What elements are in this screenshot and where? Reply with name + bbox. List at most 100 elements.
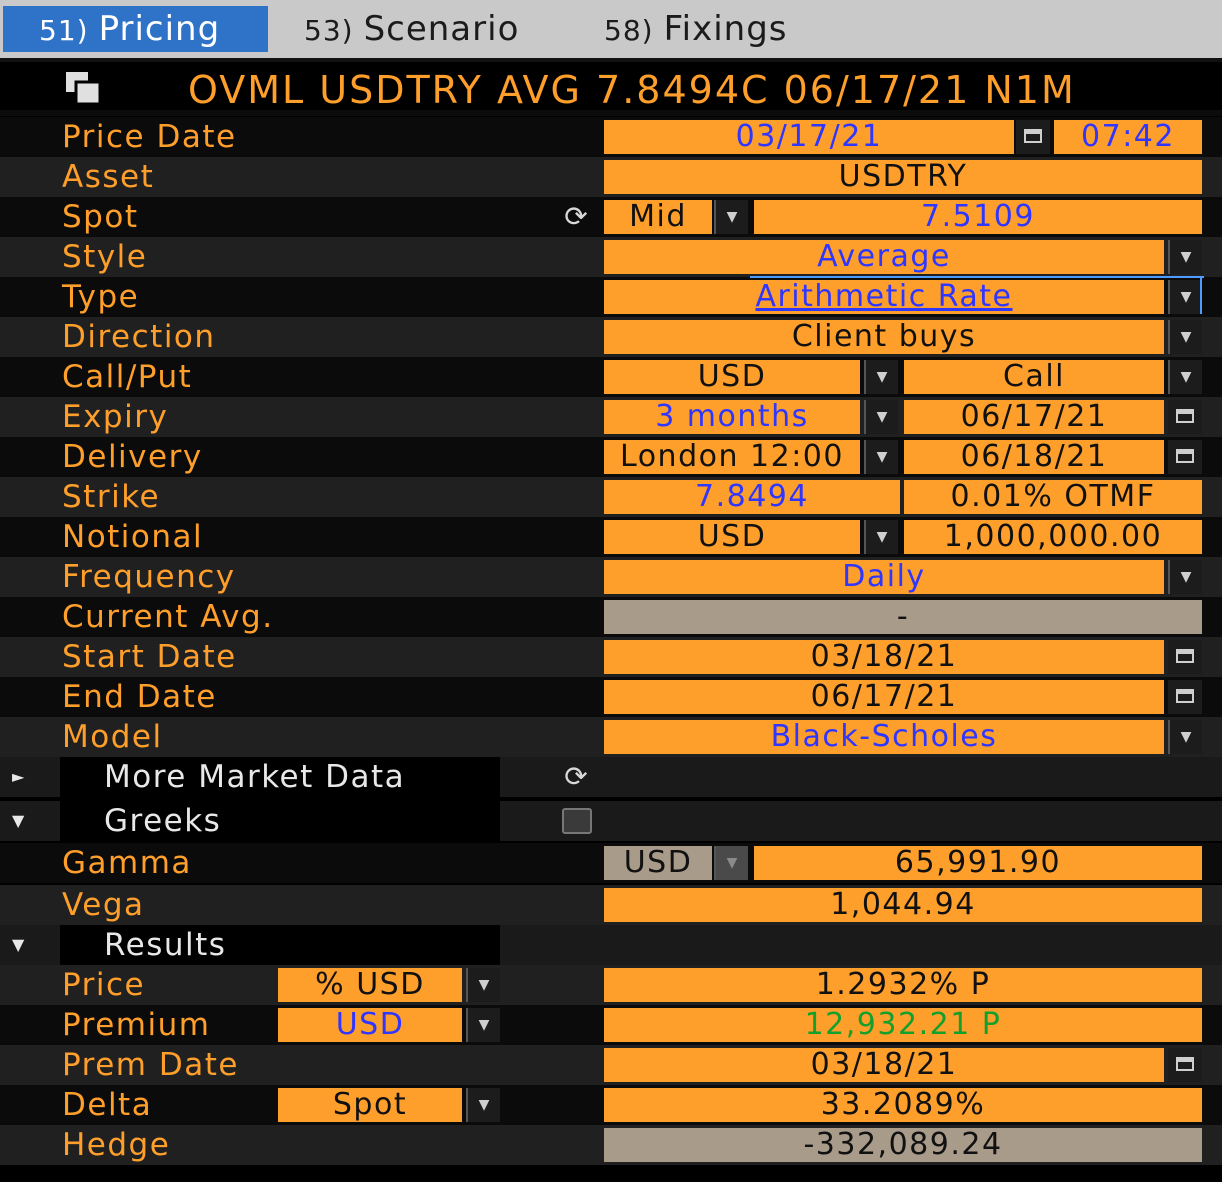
end-date-field[interactable]: 06/17/21 [604, 680, 1164, 714]
row-spot: Spot ⟳ Mid ▼ 7.5109 [0, 197, 1222, 237]
call-put-select[interactable]: Call [904, 360, 1164, 394]
start-date-label: Start Date [62, 639, 237, 675]
divider [0, 110, 1222, 116]
row-asset: Asset USDTRY [0, 157, 1222, 197]
refresh-icon[interactable]: ⟳ [564, 200, 588, 233]
chevron-down-icon[interactable]: ▼ [466, 1008, 500, 1042]
section-results[interactable]: ▼ Results [0, 925, 1222, 965]
section-more-market-data[interactable]: ► More Market Data ⟳ [0, 757, 1222, 797]
expiry-date-field[interactable]: 06/17/21 [904, 400, 1164, 434]
row-price-date: Price Date 03/17/21 07:42 [0, 117, 1222, 157]
chevron-down-icon[interactable]: ▼ [1168, 560, 1202, 594]
current-avg-field: - [604, 600, 1202, 634]
calendar-icon[interactable] [1168, 440, 1202, 474]
chevron-down-icon[interactable]: ▼ [864, 520, 898, 554]
style-label: Style [62, 239, 148, 275]
chevron-down-icon[interactable]: ▼ [1168, 720, 1202, 754]
greeks-toggle[interactable] [562, 808, 592, 834]
frequency-label: Frequency [62, 559, 236, 595]
chevron-down-icon[interactable]: ▼ [864, 400, 898, 434]
row-delta: Delta Spot ▼ 33.2089% [0, 1085, 1222, 1125]
chevron-down-icon[interactable]: ▼ [1168, 240, 1202, 274]
more-market-data-label: More Market Data [104, 759, 406, 795]
collapse-arrow-icon[interactable]: ▼ [12, 811, 25, 830]
price-unit-select[interactable]: % USD [278, 968, 462, 1002]
calendar-icon[interactable] [1168, 400, 1202, 434]
delivery-date-field[interactable]: 06/18/21 [904, 440, 1164, 474]
focus-outline [1200, 276, 1202, 314]
price-time-field[interactable]: 07:42 [1054, 120, 1202, 154]
row-vega: Vega 1,044.94 [0, 885, 1222, 925]
prem-date-field[interactable]: 03/18/21 [604, 1048, 1164, 1082]
chevron-down-icon[interactable]: ▼ [864, 360, 898, 394]
refresh-icon[interactable]: ⟳ [564, 760, 588, 793]
copy-icon[interactable] [64, 70, 104, 106]
tab-fixings[interactable]: 58) Fixings [604, 6, 788, 52]
hedge-label: Hedge [62, 1127, 171, 1163]
chevron-down-icon[interactable]: ▼ [714, 200, 748, 234]
title-bar: OVML USDTRY AVG 7.8494C 06/17/21 N1M [0, 58, 1222, 112]
row-call-put: Call/Put USD ▼ Call ▼ [0, 357, 1222, 397]
chevron-down-icon[interactable]: ▼ [1168, 360, 1202, 394]
start-date-field[interactable]: 03/18/21 [604, 640, 1164, 674]
gamma-currency-select: USD [604, 846, 712, 880]
row-delivery: Delivery London 12:00 ▼ 06/18/21 [0, 437, 1222, 477]
spot-side-select[interactable]: Mid [604, 200, 712, 234]
model-label: Model [62, 719, 163, 755]
chevron-down-icon[interactable]: ▼ [864, 440, 898, 474]
direction-label: Direction [62, 319, 216, 355]
chevron-down-icon[interactable]: ▼ [1168, 280, 1202, 314]
price-date-field[interactable]: 03/17/21 [604, 120, 1014, 154]
focus-outline [750, 276, 1204, 278]
row-frequency: Frequency Daily ▼ [0, 557, 1222, 597]
delta-value: 33.2089% [604, 1088, 1202, 1122]
premium-unit-select[interactable]: USD [278, 1008, 462, 1042]
direction-select[interactable]: Client buys [604, 320, 1164, 354]
chevron-down-icon[interactable]: ▼ [1168, 320, 1202, 354]
strike-label: Strike [62, 479, 161, 515]
asset-label: Asset [62, 159, 155, 195]
gamma-value: 65,991.90 [754, 846, 1202, 880]
vega-label: Vega [62, 887, 145, 923]
notional-currency-select[interactable]: USD [604, 520, 860, 554]
tab-pricing[interactable]: 51) Pricing [3, 6, 268, 52]
notional-field[interactable]: 1,000,000.00 [904, 520, 1202, 554]
row-start-date: Start Date 03/18/21 [0, 637, 1222, 677]
expiry-tenor-select[interactable]: 3 months [604, 400, 860, 434]
row-prem-date: Prem Date 03/18/21 [0, 1045, 1222, 1085]
calendar-icon[interactable] [1168, 680, 1202, 714]
type-select[interactable]: Arithmetic Rate [604, 280, 1164, 314]
model-select[interactable]: Black-Scholes [604, 720, 1164, 754]
calendar-icon[interactable] [1016, 120, 1050, 154]
chevron-down-icon[interactable]: ▼ [466, 968, 500, 1002]
tab-label: Pricing [98, 9, 221, 49]
collapse-arrow-icon[interactable]: ▼ [12, 935, 25, 954]
row-type: Type Arithmetic Rate ▼ [0, 277, 1222, 317]
delivery-cut-select[interactable]: London 12:00 [604, 440, 860, 474]
gamma-label: Gamma [62, 845, 192, 881]
frequency-select[interactable]: Daily [604, 560, 1164, 594]
calendar-icon[interactable] [1168, 1048, 1202, 1082]
expand-arrow-icon[interactable]: ► [12, 767, 25, 786]
expiry-label: Expiry [62, 399, 169, 435]
calendar-icon[interactable] [1168, 640, 1202, 674]
chevron-down-icon[interactable]: ▼ [466, 1088, 500, 1122]
call-put-currency-select[interactable]: USD [604, 360, 860, 394]
tab-number: 58) [604, 14, 654, 47]
delta-label: Delta [62, 1087, 153, 1123]
results-label: Results [104, 927, 227, 963]
tab-number: 53) [304, 14, 354, 47]
asset-field[interactable]: USDTRY [604, 160, 1202, 194]
style-select[interactable]: Average [604, 240, 1164, 274]
spot-field[interactable]: 7.5109 [754, 200, 1202, 234]
greeks-label: Greeks [104, 803, 222, 839]
strike-field[interactable]: 7.8494 [604, 480, 900, 514]
delta-unit-select[interactable]: Spot [278, 1088, 462, 1122]
premium-value: 12,932.21 P [604, 1008, 1202, 1042]
strike-moneyness-field[interactable]: 0.01% OTMF [904, 480, 1202, 514]
tab-scenario[interactable]: 53) Scenario [304, 6, 519, 52]
prem-date-label: Prem Date [62, 1047, 239, 1083]
row-strike: Strike 7.8494 0.01% OTMF [0, 477, 1222, 517]
tab-label: Fixings [663, 9, 788, 49]
section-greeks[interactable]: ▼ Greeks [0, 801, 1222, 841]
